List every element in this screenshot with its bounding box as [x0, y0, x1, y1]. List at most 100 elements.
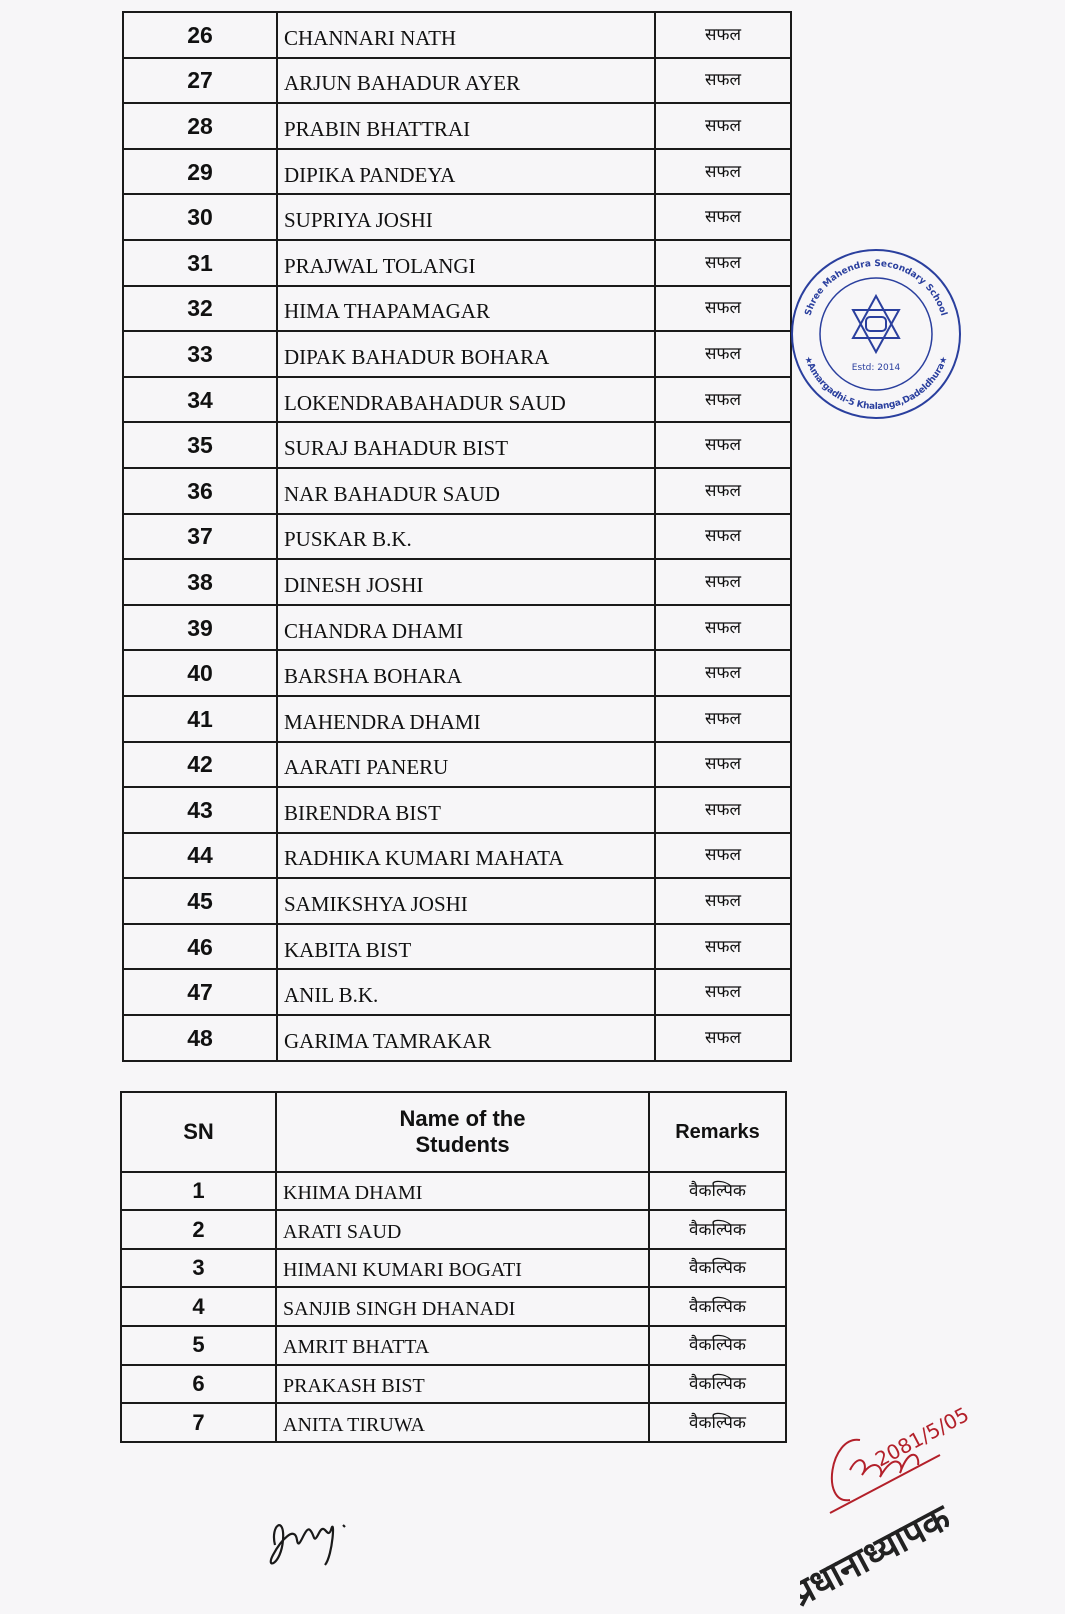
cell-name: AARATI PANERU: [276, 740, 656, 789]
cell-name: GARIMA TAMRAKAR: [276, 1014, 656, 1062]
table-row: 2 ARATI SAUD वैकल्पिक: [120, 1209, 787, 1250]
cell-remarks: वैकल्पिक: [648, 1209, 787, 1250]
cell-remarks: सफल: [654, 330, 792, 378]
cell-remarks: सफल: [654, 466, 792, 515]
cell-name: PUSKAR B.K.: [276, 512, 656, 561]
cell-sn: 41: [122, 694, 278, 743]
cell-sn: 44: [122, 831, 278, 880]
cell-remarks: सफल: [654, 193, 792, 241]
cell-name: ARJUN BAHADUR AYER: [276, 56, 656, 105]
cell-name: PRABIN BHATTRAI: [276, 102, 656, 150]
cell-remarks: सफल: [654, 877, 792, 925]
cell-name: ARATI SAUD: [275, 1209, 650, 1250]
table-row: 31 PRAJWAL TOLANGI सफल: [122, 238, 792, 287]
header-name: Name of the Students: [275, 1090, 650, 1173]
cell-name: SURAJ BAHADUR BIST: [276, 421, 656, 469]
cell-name: SANJIB SINGH DHANADI: [275, 1286, 650, 1328]
school-stamp: Shree Mahendra Secondary School ★Amargad…: [791, 249, 961, 419]
table-row: 44 RADHIKA KUMARI MAHATA सफल: [122, 831, 792, 880]
table-row: 4 SANJIB SINGH DHANADI वैकल्पिक: [120, 1286, 787, 1328]
cell-remarks: वैकल्पिक: [648, 1363, 787, 1405]
cell-sn: 35: [122, 421, 278, 469]
cell-sn: 27: [122, 56, 278, 105]
cell-remarks: सफल: [654, 11, 792, 59]
table-row: 43 BIRENDRA BIST सफल: [122, 786, 792, 834]
table-row: 45 SAMIKSHYA JOSHI सफल: [122, 877, 792, 925]
cell-remarks: सफल: [654, 147, 792, 196]
cell-sn: 47: [122, 968, 278, 1017]
cell-name: BARSHA BOHARA: [276, 649, 656, 697]
cell-name: ANIL B.K.: [276, 968, 656, 1017]
table-row: 28 PRABIN BHATTRAI सफल: [122, 102, 792, 150]
cell-name: AMRIT BHATTA: [275, 1325, 650, 1366]
cell-sn: 48: [122, 1014, 278, 1062]
cell-sn: 39: [122, 603, 278, 652]
header-remarks: Remarks: [648, 1090, 787, 1173]
table-row: 30 SUPRIYA JOSHI सफल: [122, 193, 792, 241]
cell-name: RADHIKA KUMARI MAHATA: [276, 831, 656, 880]
cell-remarks: वैकल्पिक: [648, 1286, 787, 1328]
cell-name: HIMANI KUMARI BOGATI: [275, 1247, 650, 1289]
cell-sn: 31: [122, 238, 278, 287]
table-row: 46 KABITA BIST सफल: [122, 922, 792, 971]
table-row: 36 NAR BAHADUR SAUD सफल: [122, 466, 792, 515]
cell-remarks: सफल: [654, 786, 792, 834]
cell-sn: 30: [122, 193, 278, 241]
table-row: 38 DINESH JOSHI सफल: [122, 558, 792, 606]
alternate-list-table: SN Name of the Students Remarks 1 KHIMA D…: [120, 1090, 787, 1443]
cell-sn: 28: [122, 102, 278, 150]
table-row: 3 HIMANI KUMARI BOGATI वैकल्पिक: [120, 1247, 787, 1289]
table-row: 27 ARJUN BAHADUR AYER सफल: [122, 56, 792, 105]
table-row: 34 LOKENDRABAHADUR SAUD सफल: [122, 375, 792, 424]
cell-name: LOKENDRABAHADUR SAUD: [276, 375, 656, 424]
table-row: 33 DIPAK BAHADUR BOHARA सफल: [122, 330, 792, 378]
cell-name: DINESH JOSHI: [276, 558, 656, 606]
cell-sn: 6: [120, 1363, 277, 1405]
cell-sn: 43: [122, 786, 278, 834]
cell-remarks: सफल: [654, 740, 792, 789]
table-row: 29 DIPIKA PANDEYA सफल: [122, 147, 792, 196]
cell-sn: 2: [120, 1209, 277, 1250]
signature-left: [269, 1524, 346, 1566]
cell-remarks: सफल: [654, 968, 792, 1017]
cell-name: DIPAK BAHADUR BOHARA: [276, 330, 656, 378]
cell-name: ANITA TIRUWA: [275, 1402, 650, 1443]
cell-sn: 32: [122, 284, 278, 333]
cell-sn: 34: [122, 375, 278, 424]
table-row: 41 MAHENDRA DHAMI सफल: [122, 694, 792, 743]
cell-sn: 33: [122, 330, 278, 378]
cell-remarks: सफल: [654, 56, 792, 105]
cell-name: PRAJWAL TOLANGI: [276, 238, 656, 287]
cell-remarks: सफल: [654, 558, 792, 606]
cell-remarks: सफल: [654, 512, 792, 561]
cell-remarks: सफल: [654, 421, 792, 469]
cell-name: DIPIKA PANDEYA: [276, 147, 656, 196]
cell-name: SAMIKSHYA JOSHI: [276, 877, 656, 925]
header-sn: SN: [120, 1090, 277, 1173]
cell-name: KHIMA DHAMI: [275, 1170, 650, 1212]
cell-name: BIRENDRA BIST: [276, 786, 656, 834]
table-row: 37 PUSKAR B.K. सफल: [122, 512, 792, 561]
cell-sn: 4: [120, 1286, 277, 1328]
signature-right: 2081/5/05 प्रधानाध्यापक: [800, 1402, 973, 1614]
cell-sn: 3: [120, 1247, 277, 1289]
cell-remarks: वैकल्पिक: [648, 1170, 787, 1212]
cell-sn: 29: [122, 147, 278, 196]
cell-name: CHANDRA DHAMI: [276, 603, 656, 652]
table-row: 35 SURAJ BAHADUR BIST सफल: [122, 421, 792, 469]
cell-sn: 38: [122, 558, 278, 606]
table-row: 40 BARSHA BOHARA सफल: [122, 649, 792, 697]
cell-name: MAHENDRA DHAMI: [276, 694, 656, 743]
cell-remarks: सफल: [654, 694, 792, 743]
table-row: 5 AMRIT BHATTA वैकल्पिक: [120, 1325, 787, 1366]
table-row: 47 ANIL B.K. सफल: [122, 968, 792, 1017]
table-header-row: SN Name of the Students Remarks: [120, 1090, 787, 1173]
table-row: 42 AARATI PANERU सफल: [122, 740, 792, 789]
cell-name: HIMA THAPAMAGAR: [276, 284, 656, 333]
cell-name: PRAKASH BIST: [275, 1363, 650, 1405]
cell-sn: 46: [122, 922, 278, 971]
table-row: 1 KHIMA DHAMI वैकल्पिक: [120, 1170, 787, 1212]
cell-sn: 7: [120, 1402, 277, 1443]
table-row: 39 CHANDRA DHAMI सफल: [122, 603, 792, 652]
cell-sn: 36: [122, 466, 278, 515]
